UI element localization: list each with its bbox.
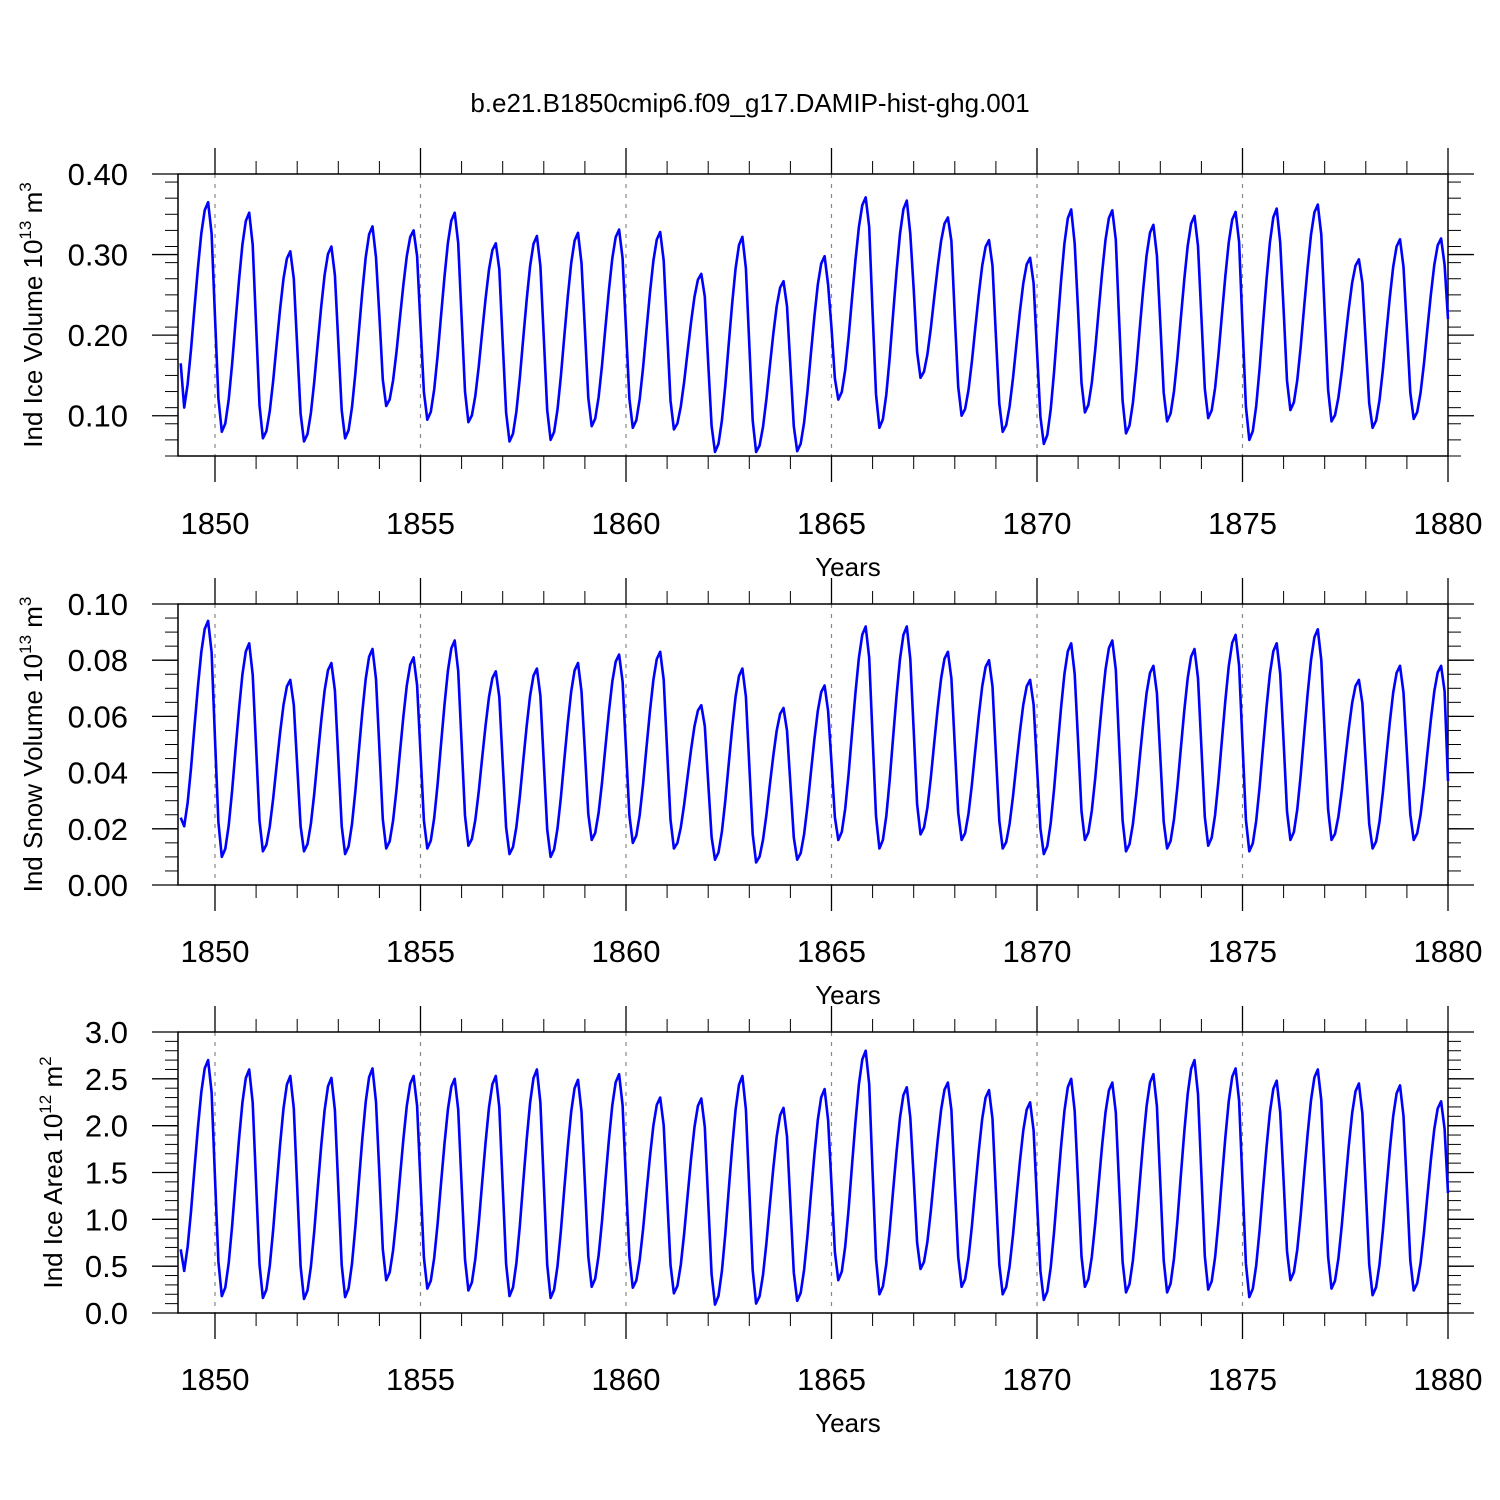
x-tick-label: 1865 (797, 506, 866, 541)
series-line (179, 619, 1450, 864)
y-tick-label: 0.00 (68, 868, 128, 903)
x-axis-label: Years (815, 1408, 881, 1438)
x-tick-label: 1865 (797, 934, 866, 969)
y-axis-label-superscript: 2 (36, 1056, 55, 1065)
x-tick-label: 1850 (181, 934, 250, 969)
x-tick-label: 1865 (797, 1362, 866, 1397)
y-tick-label: 2.0 (85, 1109, 128, 1144)
x-tick-label: 1870 (1003, 506, 1072, 541)
x-axis-label: Years (815, 552, 881, 582)
y-axis-label-superscript: 3 (16, 182, 35, 191)
y-tick-label: 1.5 (85, 1156, 128, 1191)
x-tick-label: 1850 (181, 506, 250, 541)
panel-ice-volume: 0.10 0.20 0.30 0.40 1850 1855 1860 1865 1870 1875… (16, 148, 1482, 582)
panel-snow-volume: 0.00 0.02 0.04 0.06 0.08 0.10 1850 1855 1860 1865… (16, 578, 1482, 1010)
y-axis-label-text: Ind Ice Area 10 (38, 1114, 68, 1289)
y-axis-label: Ind Ice Area 1012 m2 (36, 1056, 68, 1288)
y-axis-label-text: Ind Ice Volume 10 (18, 240, 48, 448)
y-axis-label-superscript: 13 (16, 635, 35, 654)
y-tick-label: 0.20 (68, 318, 128, 353)
y-tick-label: 0.30 (68, 238, 128, 273)
y-axis-label-superscript: 13 (16, 221, 35, 240)
y-tick-label: 0.06 (68, 699, 128, 734)
x-tick-label: 1860 (592, 506, 661, 541)
y-axis-label-text: m (38, 1066, 68, 1095)
x-tick-label: 1870 (1003, 1362, 1072, 1397)
y-tick-label: 0.5 (85, 1249, 128, 1284)
y-axis-label: Ind Ice Volume 1013 m3 (16, 182, 48, 447)
y-tick-label: 0.04 (68, 756, 128, 791)
x-tick-label: 1870 (1003, 934, 1072, 969)
y-tick-label: 3.0 (85, 1015, 128, 1050)
x-tick-label: 1855 (386, 934, 455, 969)
x-axis-label: Years (815, 980, 881, 1010)
panel-ice-area: 0.0 0.5 1.0 1.5 2.0 2.5 3.0 1850 1855 1860 1865 187… (36, 1006, 1482, 1438)
x-tick-label: 1880 (1414, 506, 1483, 541)
series-line (179, 196, 1450, 454)
y-tick-label: 1.0 (85, 1202, 128, 1237)
y-axis-label: Ind Snow Volume 1013 m3 (16, 597, 48, 893)
y-axis-label-superscript: 3 (16, 597, 35, 606)
y-tick-label: 0.10 (68, 587, 128, 622)
x-tick-label: 1875 (1208, 934, 1277, 969)
y-tick-label: 0.10 (68, 399, 128, 434)
x-tick-label: 1880 (1414, 934, 1483, 969)
y-tick-label: 2.5 (85, 1062, 128, 1097)
y-tick-label: 0.40 (68, 157, 128, 192)
x-tick-label: 1875 (1208, 506, 1277, 541)
x-tick-label: 1855 (386, 506, 455, 541)
y-tick-label: 0.08 (68, 643, 128, 678)
x-tick-label: 1860 (592, 934, 661, 969)
y-tick-label: 0.0 (85, 1296, 128, 1331)
y-tick-label: 0.02 (68, 812, 128, 847)
chart-title: b.e21.B1850cmip6.f09_g17.DAMIP-hist-ghg.… (470, 88, 1029, 118)
x-tick-label: 1880 (1414, 1362, 1483, 1397)
x-tick-label: 1850 (181, 1362, 250, 1397)
x-tick-label: 1860 (592, 1362, 661, 1397)
y-axis-label-text: Ind Snow Volume 10 (18, 654, 48, 893)
x-tick-label: 1855 (386, 1362, 455, 1397)
y-axis-label-text: m (18, 606, 48, 635)
y-axis-label-superscript: 12 (36, 1095, 55, 1114)
y-axis-label-text: m (18, 192, 48, 221)
series-line (179, 1049, 1450, 1306)
x-tick-label: 1875 (1208, 1362, 1277, 1397)
